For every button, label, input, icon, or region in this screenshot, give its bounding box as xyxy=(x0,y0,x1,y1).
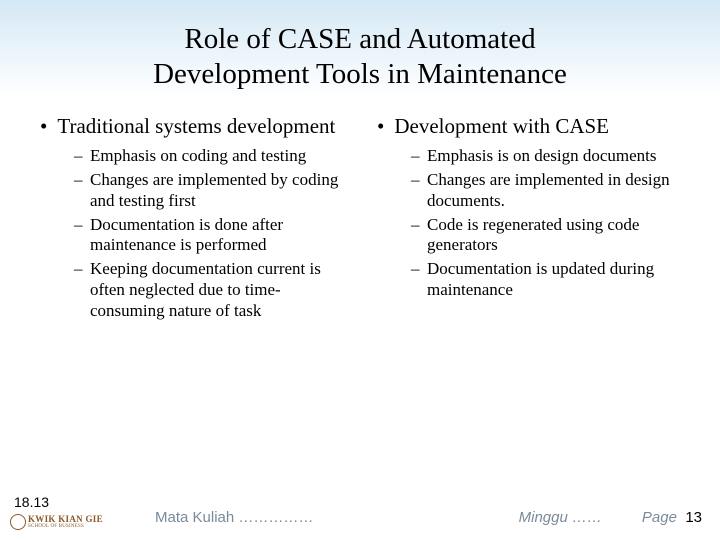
logo-icon xyxy=(10,514,26,530)
page-label: Page xyxy=(642,509,677,526)
right-sub-list: Emphasis is on design documents Changes … xyxy=(411,146,692,300)
bullet-icon: • xyxy=(377,114,384,139)
list-item: Keeping documentation current is often n… xyxy=(74,259,355,321)
list-item: Emphasis on coding and testing xyxy=(74,146,355,167)
right-heading: Development with CASE xyxy=(394,114,609,139)
week-label: Minggu …… xyxy=(519,509,602,526)
left-column: • Traditional systems development Emphas… xyxy=(38,114,365,325)
content-area: • Traditional systems development Emphas… xyxy=(0,114,720,325)
page-number: 13 xyxy=(681,509,702,526)
title-line-2: Development Tools in Maintenance xyxy=(153,58,567,90)
bullet-icon: • xyxy=(40,114,47,139)
list-item: Emphasis is on design documents xyxy=(411,146,692,167)
list-item: Code is regenerated using code generator… xyxy=(411,215,692,256)
left-heading: Traditional systems development xyxy=(57,114,335,139)
slide-number: 18.13 xyxy=(14,494,49,510)
footer: 18.13 KWIK KIAN GIE SCHOOL OF BUSINESS M… xyxy=(0,488,720,530)
list-item: Changes are implemented in design docume… xyxy=(411,170,692,211)
list-item: Changes are implemented by coding and te… xyxy=(74,170,355,211)
left-sub-list: Emphasis on coding and testing Changes a… xyxy=(74,146,355,321)
list-item: Documentation is done after maintenance … xyxy=(74,215,355,256)
page-indicator: Page 13 xyxy=(642,509,702,526)
title-line-1: Role of CASE and Automated xyxy=(184,23,535,55)
school-logo: KWIK KIAN GIE SCHOOL OF BUSINESS xyxy=(10,514,103,530)
right-heading-bullet: • Development with CASE xyxy=(375,114,692,139)
logo-text-top: KWIK KIAN GIE xyxy=(28,515,103,524)
slide-title: Role of CASE and Automated Development T… xyxy=(0,0,720,92)
logo-text-bottom: SCHOOL OF BUSINESS xyxy=(28,524,103,529)
right-column: • Development with CASE Emphasis is on d… xyxy=(365,114,692,325)
left-heading-bullet: • Traditional systems development xyxy=(38,114,355,139)
list-item: Documentation is updated during maintena… xyxy=(411,259,692,300)
course-label: Mata Kuliah …………… xyxy=(155,509,313,526)
logo-text: KWIK KIAN GIE SCHOOL OF BUSINESS xyxy=(28,515,103,529)
